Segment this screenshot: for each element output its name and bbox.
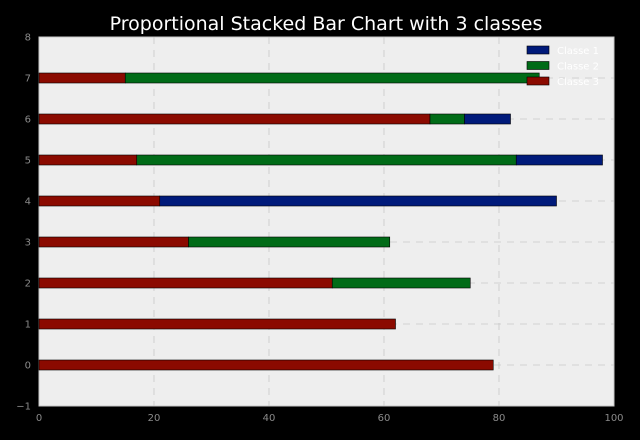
bar-classe-2-row-3: [188, 236, 391, 248]
y-tick-label: 8: [25, 33, 31, 44]
bar-classe-2-row-5: [136, 154, 517, 166]
y-tick-label: 0: [25, 361, 31, 372]
legend-swatch-classe-3: [526, 76, 550, 86]
bar-classe-3-row-7: [38, 72, 126, 84]
legend-swatch-classe-2: [526, 61, 550, 70]
bar-classe-3-row-0: [38, 359, 494, 371]
bar-classe-1-row-5: [515, 154, 603, 166]
y-tick-label: 5: [25, 156, 31, 167]
x-tick-label: 60: [378, 413, 391, 424]
x-tick-label: 0: [36, 413, 42, 424]
y-tick-label: −1: [16, 402, 31, 413]
bar-classe-2-row-6: [429, 113, 465, 125]
x-tick-label: 100: [604, 413, 623, 424]
legend-label-classe-3: Classe 3: [557, 77, 599, 88]
x-axis-ticks: 0 20 40 60 80 100: [36, 413, 624, 424]
bar-classe-3-row-3: [38, 236, 189, 248]
y-tick-label: 2: [25, 279, 31, 290]
chart-title: Proportional Stacked Bar Chart with 3 cl…: [110, 13, 543, 35]
y-tick-label: 6: [25, 115, 31, 126]
y-tick-label: 4: [25, 197, 31, 208]
bar-classe-1-row-4: [159, 195, 557, 207]
y-tick-label: 3: [25, 238, 31, 249]
legend-swatch-classe-1: [526, 45, 550, 55]
x-tick-label: 40: [263, 413, 276, 424]
bar-classe-3-row-2: [38, 277, 333, 289]
bars: [38, 72, 603, 371]
bar-classe-2-row-7: [124, 72, 540, 84]
y-axis-ticks: −1 0 1 2 3 4 5 6 7 8: [16, 33, 31, 413]
legend-label-classe-1: Classe 1: [557, 46, 599, 57]
bar-classe-3-row-5: [38, 154, 138, 166]
bar-classe-1-row-6: [464, 113, 511, 125]
bar-classe-3-row-6: [38, 113, 431, 125]
bar-classe-3-row-1: [38, 318, 396, 330]
legend: Classe 1 Classe 2 Classe 3: [526, 45, 599, 88]
legend-label-classe-2: Classe 2: [557, 62, 599, 73]
x-tick-label: 80: [493, 413, 506, 424]
y-tick-label: 7: [25, 74, 31, 85]
bar-classe-2-row-2: [331, 277, 471, 289]
plot-area: [38, 36, 615, 407]
bar-classe-3-row-4: [38, 195, 161, 207]
x-tick-label: 20: [148, 413, 161, 424]
y-tick-label: 1: [25, 320, 31, 331]
